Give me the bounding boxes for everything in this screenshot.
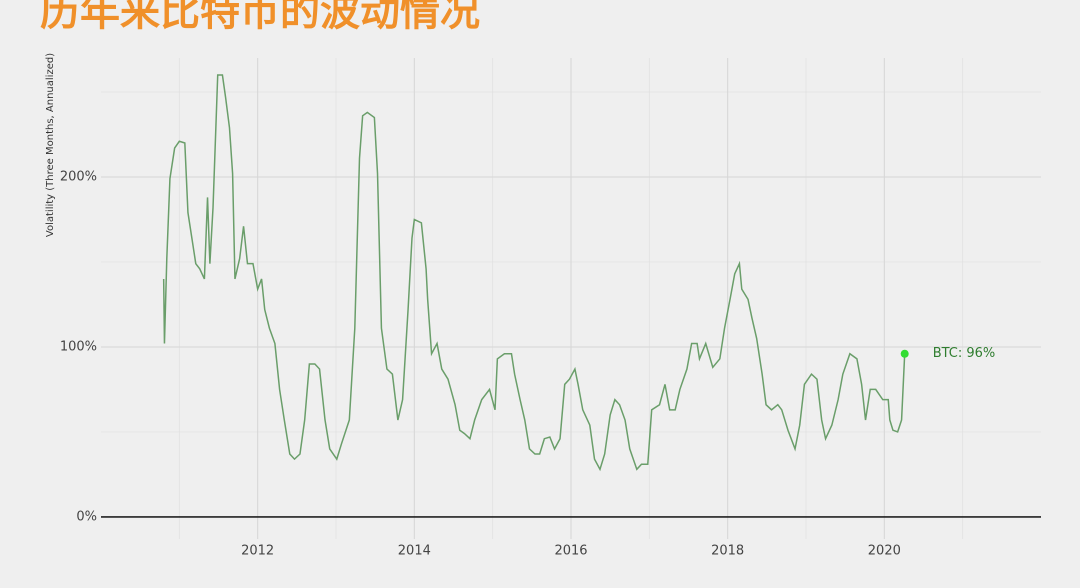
y-tick-label: 0% xyxy=(76,509,97,524)
x-tick-label: 2018 xyxy=(711,544,744,559)
y-tick-label: 100% xyxy=(60,339,97,354)
x-tick-label: 2012 xyxy=(241,544,274,559)
annotation-point xyxy=(900,349,909,358)
x-tick-label: 2014 xyxy=(398,544,431,559)
chart-title: 历年来比特币的波动情况 xyxy=(40,0,480,35)
x-tick-label: 2020 xyxy=(868,544,901,559)
annotation-label: BTC: 96% xyxy=(933,346,996,361)
y-tick-label: 200% xyxy=(60,169,97,184)
y-axis-label: Volatility (Three Months, Annualized) xyxy=(45,53,56,237)
data-line xyxy=(162,74,906,472)
x-tick-label: 2016 xyxy=(554,544,587,559)
